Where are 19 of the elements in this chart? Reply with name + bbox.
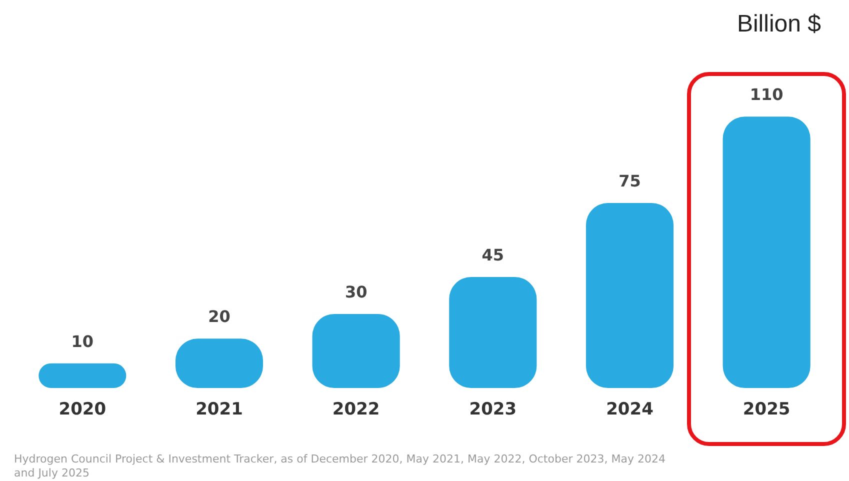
bar	[586, 203, 674, 388]
data-label: 110	[750, 85, 784, 104]
bar	[312, 314, 400, 388]
y-axis-title: Billion $	[736, 10, 821, 38]
bar	[38, 363, 126, 388]
x-tick-label: 2023	[469, 400, 517, 420]
bar	[449, 277, 537, 388]
x-tick-label: 2021	[196, 400, 243, 420]
x-tick-label: 2025	[742, 400, 790, 420]
data-label: 10	[71, 332, 94, 351]
data-label: 20	[208, 307, 230, 326]
data-label: 30	[344, 282, 368, 302]
text: Hydrogen Council Project & Investment Tracker, as of December 2020, May 2021, May 2022, October 2023, May 2024 and July 2025	[14, 452, 669, 480]
x-tick-label: 2024	[606, 400, 654, 420]
data-label: 45	[482, 246, 504, 264]
x-tick-label: 2022	[332, 400, 380, 420]
bar	[722, 116, 810, 388]
data-label: 75	[618, 172, 641, 190]
x-tick-label: 2020	[58, 400, 106, 420]
